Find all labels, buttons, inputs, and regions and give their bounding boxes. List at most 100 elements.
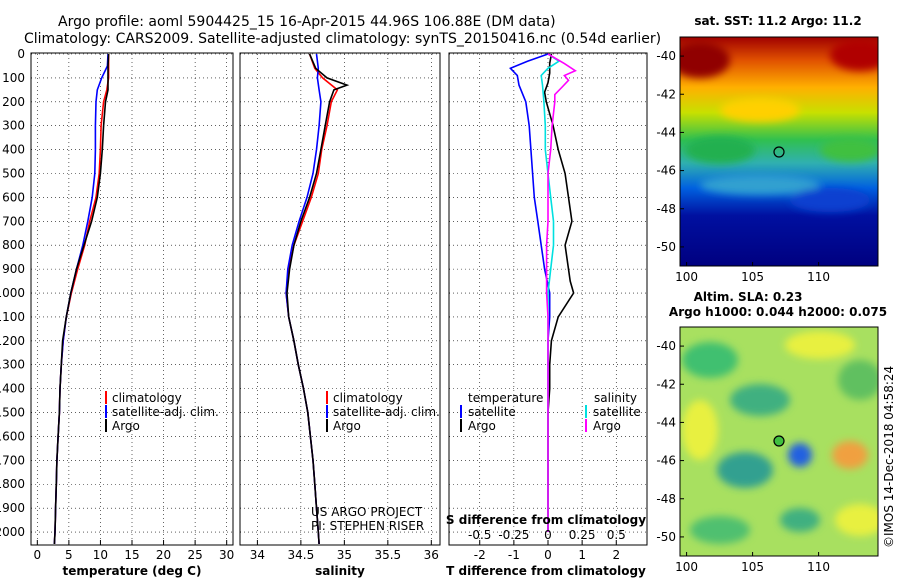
depth-tick-label: 900 — [2, 262, 25, 276]
sst-map-panel: sat. SST: 11.2 Argo: 11.2 100 105 110 -40 -4… — [656, 14, 879, 284]
depth-tick-label: 1400 — [0, 382, 25, 396]
legend-satellite-adj: satellite-adj. clim. — [333, 405, 440, 419]
map-lon-label: 105 — [741, 270, 764, 284]
figure-title-line1: Argo profile: aoml 5904425_15 16-Apr-201… — [58, 14, 556, 30]
series-line-argo — [53, 53, 110, 545]
pi-credit: PI: STEPHEN RISER — [311, 519, 424, 533]
sst-map-image — [680, 37, 878, 266]
sla-map-subtitle: Argo h1000: 0.044 h2000: 0.075 — [669, 305, 887, 319]
map-lon-label: 100 — [675, 270, 698, 284]
depth-tick-label: 400 — [2, 143, 25, 157]
legend-s-satellite: satellite — [593, 405, 641, 419]
t-diff-x-label: T difference from climatology — [446, 564, 646, 578]
depth-tick-label: 300 — [2, 119, 25, 133]
series-line-climatology — [285, 53, 339, 545]
temperature-x-label: temperature (deg C) — [63, 564, 202, 578]
sla-map-panel: Altim. SLA: 0.23 Argo h1000: 0.044 h2000… — [656, 290, 887, 574]
depth-tick-label: 1700 — [0, 453, 25, 467]
sla-map-title: Altim. SLA: 0.23 — [694, 290, 803, 304]
x-tick-label: 2 — [612, 548, 620, 562]
x-tick-label: 30 — [219, 548, 234, 562]
s-diff-tick-label: 0.5 — [607, 528, 626, 542]
map-lat-label: -46 — [656, 164, 676, 178]
salinity-panel: 34 34.5 35 35.5 36 salinity climatology sate… — [239, 52, 441, 578]
salinity-x-label: salinity — [315, 564, 365, 578]
depth-tick-label: 1500 — [0, 406, 25, 420]
depth-tick-label: 1200 — [0, 334, 25, 348]
depth-tick-label: 600 — [2, 190, 25, 204]
depth-tick-label: 1600 — [0, 429, 25, 443]
depth-axis: 0 100 200 300 400 500 600 700 800 900 1000 1100 1200… — [0, 47, 25, 539]
salinity-plot-frame — [239, 52, 441, 546]
x-tick-label: 20 — [156, 548, 171, 562]
figure-title-line2: Climatology: CARS2009. Satellite-adjuste… — [24, 31, 661, 47]
salinity-diff-line-argo — [545, 53, 577, 532]
project-credit: US ARGO PROJECT — [311, 505, 423, 519]
sla-map-image — [680, 327, 878, 556]
map-lat-label: -50 — [656, 240, 676, 254]
legend-satellite-adj: satellite-adj. clim. — [112, 405, 219, 419]
difference-panel: -2 -1 0 1 2 -0.5 -0.25 0 0.25 0.5 S difference f… — [446, 52, 648, 578]
map-lat-label: -46 — [656, 454, 676, 468]
depth-tick-label: 1100 — [0, 310, 25, 324]
depth-tick-label: 1300 — [0, 358, 25, 372]
depth-tick-label: 100 — [2, 71, 25, 85]
x-tick-label: 35 — [337, 548, 352, 562]
legend-t-argo: Argo — [468, 419, 496, 433]
sst-map-title: sat. SST: 11.2 Argo: 11.2 — [694, 14, 861, 28]
map-lon-label: 110 — [807, 560, 830, 574]
depth-tick-label: 0 — [17, 47, 25, 61]
map-lon-label: 110 — [807, 270, 830, 284]
sla-argo-marker — [773, 435, 785, 447]
x-tick-label: 35.5 — [374, 548, 401, 562]
legend-temperature-heading: temperature — [468, 391, 543, 405]
legend-argo: Argo — [112, 419, 140, 433]
series-line-satellite — [509, 53, 551, 532]
series-line-satellite-adj-clim- — [285, 53, 322, 545]
x-tick-label: 10 — [93, 548, 108, 562]
series-line-argo — [286, 53, 350, 545]
map-lat-label: -48 — [656, 492, 676, 506]
map-lat-label: -50 — [656, 530, 676, 544]
legend-argo: Argo — [333, 419, 361, 433]
s-diff-tick-label: 0.25 — [569, 528, 596, 542]
map-lat-label: -40 — [656, 339, 676, 353]
x-tick-label: -2 — [474, 548, 486, 562]
map-lon-label: 100 — [675, 560, 698, 574]
map-lat-label: -44 — [656, 125, 676, 139]
s-diff-tick-label: -0.25 — [498, 528, 529, 542]
series-line-satellite-adj-clim- — [53, 53, 109, 545]
imos-timestamp: ©IMOS 14-Dec-2018 04:58:24 — [882, 366, 896, 548]
legend-climatology: climatology — [333, 391, 403, 405]
depth-tick-label: 1000 — [0, 286, 25, 300]
map-lat-label: -42 — [656, 377, 676, 391]
depth-tick-label: 1800 — [0, 477, 25, 491]
s-diff-label: S difference from climatology — [446, 513, 646, 527]
depth-tick-label: 1900 — [0, 501, 25, 515]
legend-salinity-heading: salinity — [594, 391, 637, 405]
legend-t-satellite: satellite — [468, 405, 516, 419]
legend-climatology: climatology — [112, 391, 182, 405]
s-diff-tick-label: 0 — [544, 528, 552, 542]
x-tick-label: 34 — [250, 548, 265, 562]
temperature-panel: 0 5 10 15 20 25 30 temperature (deg C) climato… — [30, 52, 234, 578]
difference-legend: temperature satellite Argo salinity sate… — [460, 391, 641, 433]
map-lat-label: -48 — [656, 202, 676, 216]
x-tick-label: 25 — [187, 548, 202, 562]
depth-tick-label: 800 — [2, 238, 25, 252]
depth-tick-label: 700 — [2, 214, 25, 228]
salinity-legend: climatology satellite-adj. clim. Argo — [326, 391, 440, 433]
x-tick-label: 0 — [544, 548, 552, 562]
x-tick-label: -1 — [508, 548, 520, 562]
x-tick-label: 34.5 — [288, 548, 315, 562]
x-tick-label: 0 — [33, 548, 41, 562]
x-tick-label: 36 — [424, 548, 439, 562]
x-tick-label: 1 — [578, 548, 586, 562]
temperature-legend: climatology satellite-adj. clim. Argo — [105, 391, 219, 433]
sst-argo-marker — [773, 146, 785, 158]
map-lat-label: -42 — [656, 87, 676, 101]
depth-tick-label: 2000 — [0, 525, 25, 539]
x-tick-label: 5 — [65, 548, 73, 562]
map-lat-label: -40 — [656, 49, 676, 63]
